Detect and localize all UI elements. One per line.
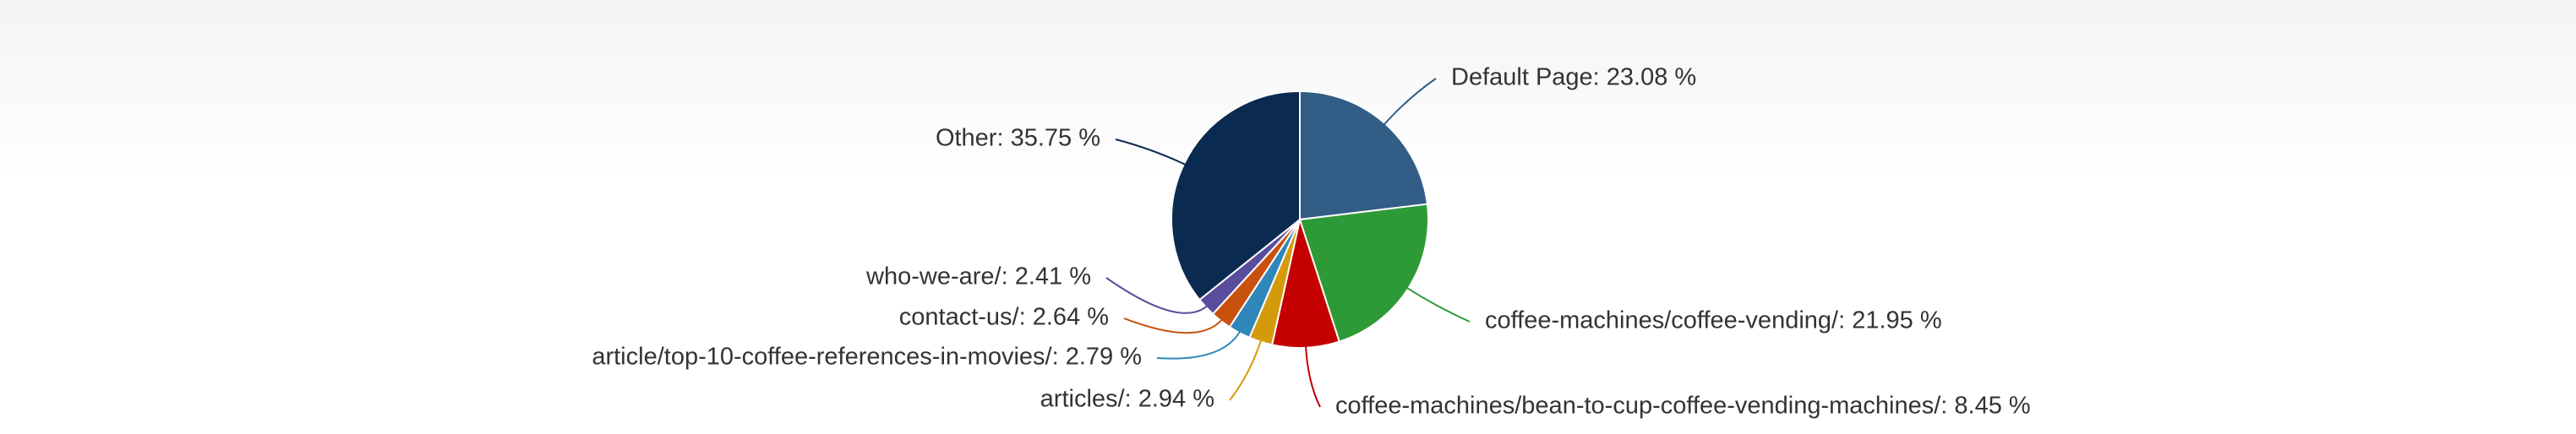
leader-line	[1382, 78, 1437, 127]
slice-label: coffee-machines/coffee-vending/: 21.95 %	[1485, 307, 1942, 334]
slice-label: coffee-machines/bean-to-cup-coffee-vendi…	[1335, 393, 2031, 420]
leader-line	[1229, 338, 1263, 401]
slice-label: Other: 35.75 %	[936, 125, 1100, 152]
leader-line	[1105, 277, 1209, 314]
leader-line	[1304, 344, 1321, 408]
slice-label: Default Page: 23.08 %	[1451, 64, 1696, 91]
slice-label: articles/: 2.94 %	[1040, 386, 1214, 413]
leader-line	[1156, 329, 1242, 360]
leader-line	[1123, 317, 1224, 334]
slice-label: who-we-are/: 2.41 %	[865, 263, 1091, 290]
leader-line	[1405, 285, 1471, 323]
leader-line	[1115, 138, 1188, 166]
slice-label: contact-us/: 2.64 %	[899, 304, 1109, 331]
pie-slice	[1299, 90, 1429, 221]
slice-label: article/top-10-coffee-references-in-movi…	[592, 344, 1142, 371]
